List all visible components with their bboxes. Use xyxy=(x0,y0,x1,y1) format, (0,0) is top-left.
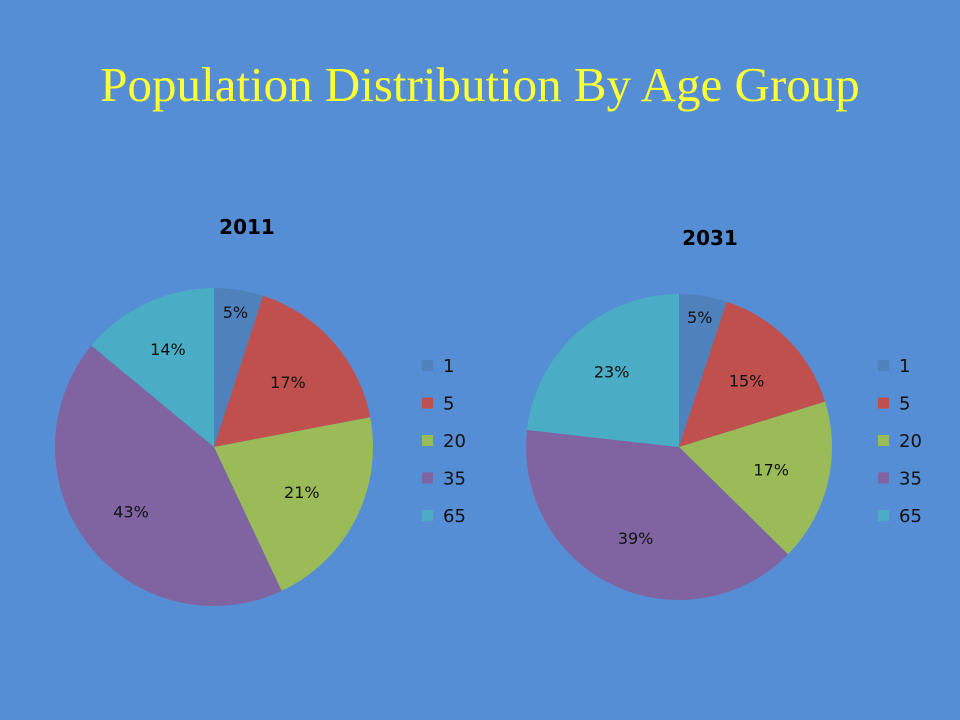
legend-label: 35 xyxy=(899,469,922,490)
legend-label: 20 xyxy=(899,431,922,452)
chart-title: 2031 xyxy=(682,226,738,250)
pie-slice-1 xyxy=(679,294,727,447)
legend-label: 5 xyxy=(899,394,910,415)
data-label: 5% xyxy=(687,308,712,327)
legend-label: 35 xyxy=(443,469,466,490)
data-label: 43% xyxy=(113,502,149,521)
slide-title: Population Distribution By Age Group xyxy=(100,57,860,112)
pie-slice-20 xyxy=(214,417,373,591)
legend-swatch xyxy=(422,435,433,446)
pie-slice-65 xyxy=(526,294,679,447)
pie-slice-5 xyxy=(679,301,826,447)
legend-swatch xyxy=(878,510,889,521)
pie-slice-1 xyxy=(214,288,264,447)
legend-swatch xyxy=(422,397,433,409)
legend-swatch xyxy=(422,360,433,371)
legend-label: 1 xyxy=(899,356,910,377)
pie-chart-2031: 2031 5% 15% 17% 39% 23% 1 5 20 35 65 xyxy=(480,200,960,640)
data-label: 14% xyxy=(150,340,186,359)
data-label: 21% xyxy=(284,483,320,502)
pie-slice-35 xyxy=(526,430,789,600)
data-label: 17% xyxy=(270,373,306,392)
legend-label: 65 xyxy=(443,506,466,527)
data-label: 23% xyxy=(594,363,630,382)
pie-chart-2031-svg: 2031 5% 15% 17% 39% 23% 1 5 20 35 65 xyxy=(526,226,922,600)
pie-slice-20 xyxy=(679,401,832,555)
legend-label: 5 xyxy=(443,394,454,415)
pie-chart-2011: 2011 5% 17% 21% 43% 14% 1 5 20 35 65 xyxy=(0,200,480,640)
legend-swatch xyxy=(422,510,433,521)
data-label: 15% xyxy=(729,371,765,390)
pie-slice-35 xyxy=(55,345,282,606)
data-label: 39% xyxy=(618,529,654,548)
legend-label: 20 xyxy=(443,431,466,452)
pie-slice-5 xyxy=(214,295,371,447)
data-label: 17% xyxy=(753,460,789,479)
chart-title: 2011 xyxy=(219,215,275,239)
legend-swatch xyxy=(422,472,433,484)
legend-label: 65 xyxy=(899,506,922,527)
data-label: 5% xyxy=(223,303,248,322)
legend-label: 1 xyxy=(443,356,454,377)
pie-chart-2011-svg: 2011 5% 17% 21% 43% 14% 1 5 20 35 65 xyxy=(55,215,466,606)
legend-swatch xyxy=(878,435,889,446)
legend-swatch xyxy=(878,360,889,371)
legend-swatch xyxy=(878,397,889,409)
legend-swatch xyxy=(878,472,889,484)
pie-slice-65 xyxy=(91,288,214,447)
